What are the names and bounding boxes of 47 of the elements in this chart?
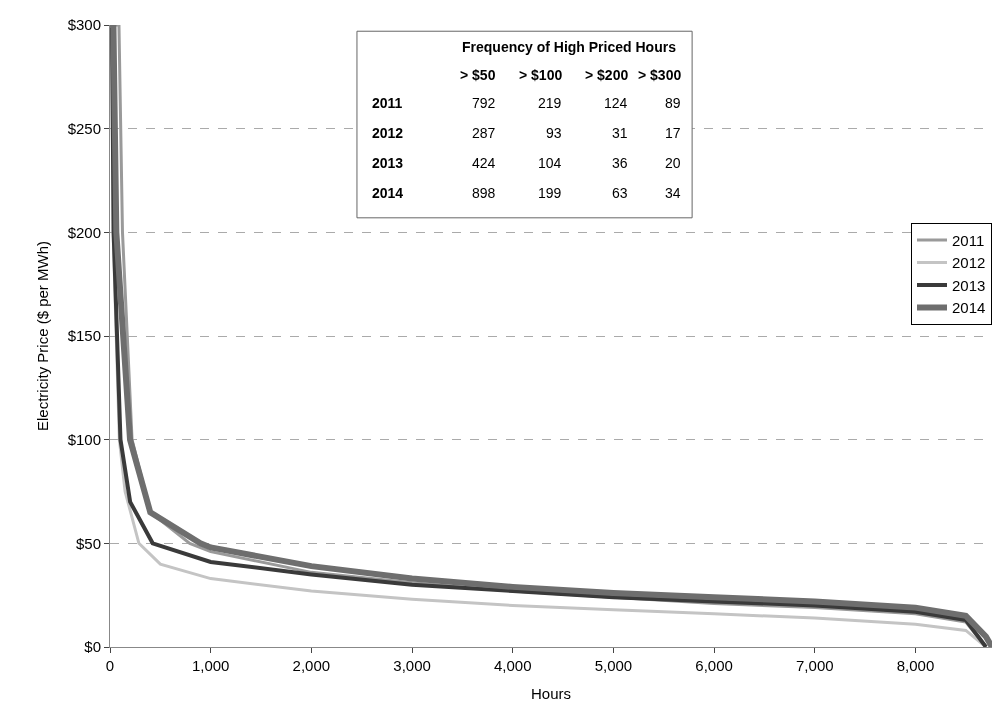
annotation: > $50 [460,67,496,83]
y-tick-label: $150 [67,327,101,345]
annotation: 199 [538,185,562,201]
annotation: > $300 [638,67,682,83]
annotation: 89 [665,95,681,111]
annotation: 898 [472,185,496,201]
x-tick-label: 3,000 [393,657,431,674]
legend-label: 2012 [952,254,986,272]
annotation: 17 [665,125,681,141]
x-tick-label: 7,000 [796,657,834,674]
x-tick-label: 6,000 [695,657,733,674]
y-tick-label: $0 [84,638,101,656]
annotation: Frequency of High Priced Hours [462,39,677,55]
annotation: 34 [665,185,681,201]
annotation: 2013 [372,155,404,171]
annotation: 287 [472,125,496,141]
annotation: 2012 [372,125,404,141]
x-tick-label: 8,000 [896,657,935,674]
y-axis-title: Electricity Price ($ per MWh) [33,240,51,432]
annotation: > $100 [519,67,563,83]
annotation: 63 [612,185,628,201]
y-tick-label: $50 [75,534,101,552]
legend-label: 2013 [952,276,986,294]
x-axis-title: Hours [530,685,572,702]
y-tick-label: $300 [67,16,101,34]
x-tick-label: 4,000 [493,657,532,674]
y-tick-label: $200 [67,223,101,241]
x-tick-label: 2,000 [292,657,331,674]
x-tick-label: 0 [105,657,115,674]
annotation: 104 [538,155,562,171]
y-tick-label: $100 [67,430,101,448]
annotation: 124 [604,95,628,111]
annotation: 2014 [372,185,404,201]
annotation: > $200 [585,67,629,83]
y-tick-label: $250 [67,119,101,137]
annotation: 20 [665,155,681,171]
annotation: 93 [546,125,562,141]
annotation: 2011 [372,95,403,111]
x-tick-label: 5,000 [594,657,633,674]
annotation: 36 [612,155,628,171]
annotation: 792 [472,95,496,111]
annotation: 31 [612,125,628,141]
annotation: 219 [538,95,562,111]
x-tick-label: 1,000 [191,657,230,674]
legend-label: 2014 [952,299,986,317]
legend-label: 2011 [952,231,985,249]
annotation: 424 [472,155,496,171]
